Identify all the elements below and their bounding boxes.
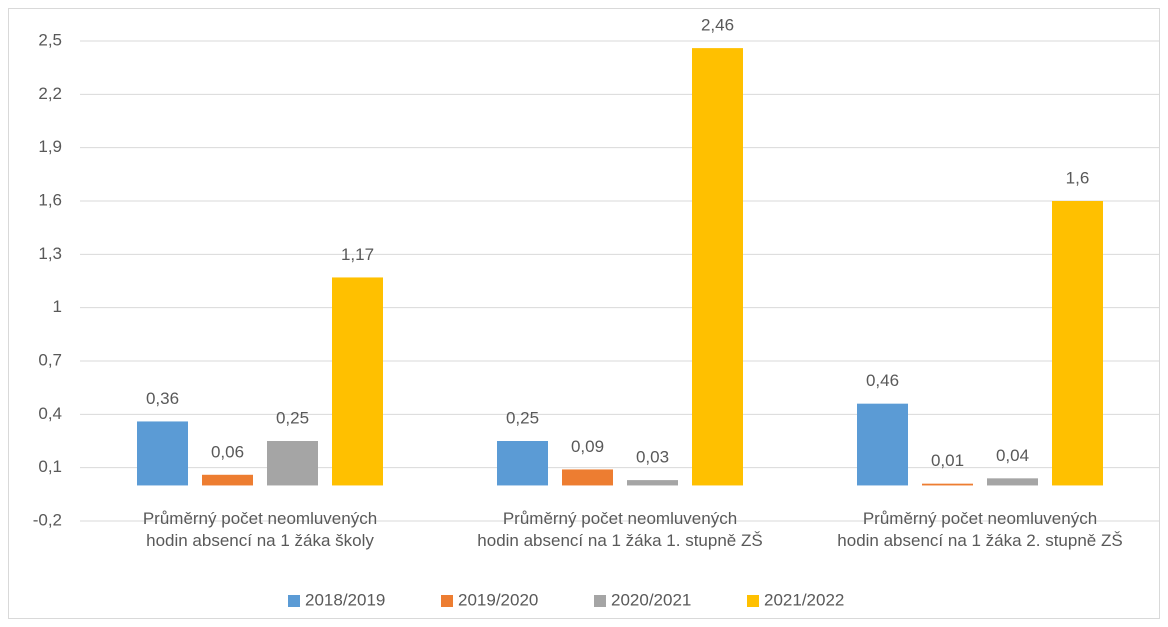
bar: [202, 474, 253, 486]
x-tick-label: Průměrný počet neomluvených hodin absencí…: [837, 509, 1122, 550]
bar: [1052, 201, 1103, 486]
bar: [857, 403, 908, 486]
value-label: 0,25: [506, 408, 539, 427]
value-label: 0,01: [931, 451, 964, 470]
y-tick-label: 1: [53, 297, 62, 316]
bar: [267, 441, 318, 486]
x-tick-label: Průměrný počet neomluvených hodin absencí…: [143, 509, 377, 550]
bar: [562, 469, 613, 486]
legend-label: 2021/2022: [764, 590, 844, 609]
bar: [497, 441, 548, 486]
y-tick-label: 1,9: [38, 137, 62, 156]
bar: [692, 48, 743, 486]
x-tick-label: Průměrný počet neomluvených hodin absencí…: [477, 509, 762, 550]
y-tick-label: 0,1: [38, 457, 62, 476]
bar: [627, 480, 678, 486]
y-tick-label: 1,6: [38, 190, 62, 209]
value-label: 0,36: [146, 389, 179, 408]
value-label: 0,46: [866, 371, 899, 390]
value-label: 0,04: [996, 446, 1029, 465]
bar: [137, 421, 188, 486]
y-tick-label: 2,5: [38, 30, 62, 49]
legend-label: 2020/2021: [611, 590, 691, 609]
value-label: 0,25: [276, 408, 309, 427]
chart-border: [8, 8, 1160, 619]
y-tick-label: 2,2: [38, 84, 62, 103]
value-label: 2,46: [701, 16, 734, 35]
legend-swatch: [441, 595, 453, 607]
legend-label: 2019/2020: [458, 590, 538, 609]
y-tick-label: 0,4: [38, 404, 62, 423]
y-tick-label: 0,7: [38, 350, 62, 369]
bar: [332, 277, 383, 486]
bar: [987, 478, 1038, 486]
value-label: 0,06: [211, 442, 244, 461]
legend-swatch: [288, 595, 300, 607]
legend-label: 2018/2019: [305, 590, 385, 609]
legend-swatch: [747, 595, 759, 607]
bar: [922, 483, 973, 486]
value-label: 1,6: [1066, 168, 1090, 187]
value-label: 1,17: [341, 245, 374, 264]
value-label: 0,03: [636, 448, 669, 467]
y-tick-label: -0,2: [33, 510, 62, 529]
value-label: 0,09: [571, 437, 604, 456]
y-tick-label: 1,3: [38, 244, 62, 263]
legend-swatch: [594, 595, 606, 607]
